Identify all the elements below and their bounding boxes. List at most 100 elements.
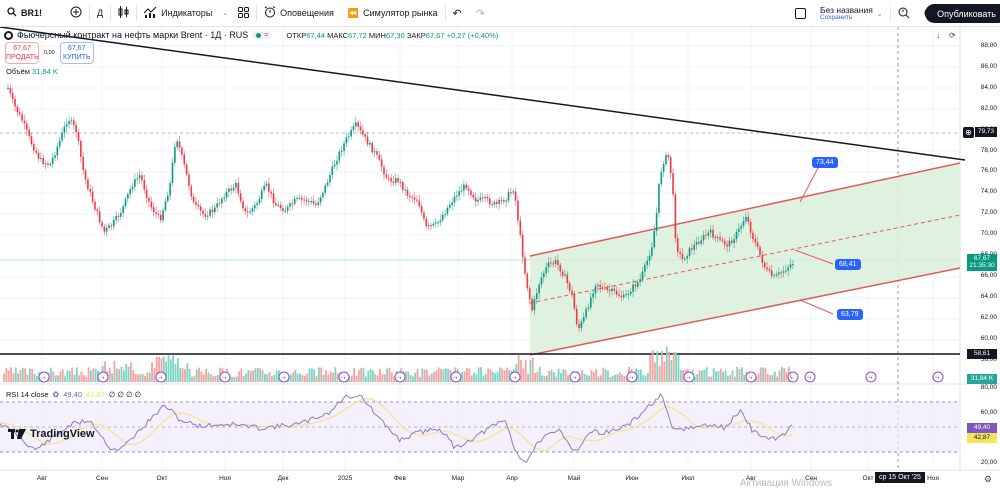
buy-label: КУПИТЬ — [62, 53, 91, 61]
open-label: ОТКР — [286, 30, 307, 40]
layouts-button[interactable] — [231, 0, 256, 27]
publish-button[interactable]: Опубликовать — [925, 4, 1000, 23]
rsi-settings-icon[interactable]: ✿ — [52, 390, 60, 399]
trendline-resistance — [0, 27, 966, 161]
svg-text:⇢: ⇢ — [41, 376, 46, 382]
tradingview-logo[interactable]: TradingView — [8, 428, 95, 440]
redo-icon: ↷ — [475, 7, 485, 20]
rsi-tick: 60,00 — [980, 409, 997, 416]
channel-upper-line — [529, 162, 961, 257]
buy-button[interactable]: 67,67 КУПИТЬ — [59, 42, 94, 64]
high-label: МАКС — [327, 30, 349, 40]
time-tick: Июл — [681, 475, 695, 482]
symbol-title[interactable]: Фьючерсный контракт на нефть марки Brent… — [17, 30, 249, 40]
price-tick: 58,00 — [980, 355, 997, 363]
channel-lower-callout[interactable]: 63,79 — [837, 309, 863, 320]
axis-settings-icon[interactable]: ⚙ — [983, 474, 992, 484]
price-tick: 64,00 — [980, 292, 997, 300]
layout-checkbox[interactable] — [788, 0, 813, 27]
indicators-label: Индикаторы — [161, 8, 213, 18]
svg-text:⇢: ⇢ — [807, 376, 812, 382]
time-tick: Июн — [625, 475, 639, 482]
change-value: +0,27 (+0,40%) — [446, 30, 499, 40]
divider — [89, 5, 91, 21]
compare-button[interactable] — [63, 0, 89, 27]
svg-text:⇢: ⇢ — [512, 376, 517, 382]
spread-value: 0,00 — [44, 50, 55, 56]
equals-icon: = — [264, 31, 269, 39]
quick-search-button[interactable] — [891, 0, 917, 27]
alerts-button[interactable]: Оповещения — [257, 0, 341, 27]
callout-pointer-middle — [794, 249, 834, 265]
ohlc-values: ОТКР67,44 МАКС67,72 МИН67,30 ЗАКР67,67 +… — [286, 31, 498, 40]
crosshair-date-label: ср 15 Окт '25 — [875, 472, 925, 483]
divider — [444, 5, 446, 21]
undo-button[interactable]: ↶ — [446, 0, 469, 27]
sell-price: 67,67 — [13, 45, 31, 52]
tradingview-logo-icon — [8, 429, 26, 439]
divider — [110, 5, 112, 21]
rsi-legend[interactable]: RSI 14 close ✿ 49,40 42,87 ∅ ∅ ∅ ∅ — [6, 390, 141, 399]
rsi-ma-value: 42,87 — [86, 390, 105, 399]
price-tick: 70,00 — [980, 230, 997, 238]
add-alert-icon[interactable]: ⊕ — [963, 127, 974, 138]
price-tick: 82,00 — [980, 104, 997, 112]
sell-label: ПРОДАТЬ — [6, 53, 39, 61]
time-tick: Мар — [451, 475, 465, 482]
open-value: 67,44 — [306, 30, 325, 40]
price-tick: 62,00 — [980, 313, 997, 321]
alerts-label: Оповещения — [280, 8, 334, 18]
indicators-dropdown[interactable]: ⌄ — [219, 0, 231, 27]
tradingview-logo-text: TradingView — [30, 428, 95, 440]
price-chart-canvas[interactable]: ⇢ ⇢ ⇢ ⇢ ⇢ ⇢ ⇢ ⇢ ⇢ ⇢ ⇢ ⇢ ⇢ ϟ ⇢ ⇢ ⇢ ↓ ⟳ — [0, 27, 1000, 488]
line-58-tag: 58,61 — [967, 349, 997, 359]
plus-circle-icon — [70, 6, 82, 20]
layout-name: Без названия — [820, 4, 873, 15]
volume-legend[interactable]: Объём 31,84 K — [6, 67, 58, 76]
save-link[interactable]: Сохранить — [820, 14, 853, 21]
low-label: МИН — [368, 30, 386, 40]
channel-middle-callout[interactable]: 68,41 — [835, 259, 861, 270]
search-icon — [7, 7, 17, 19]
buy-price: 67,67 — [67, 45, 86, 52]
time-tick: Апр — [506, 475, 518, 482]
market-open-dot-icon — [256, 32, 262, 38]
replay-button[interactable]: ⏪ Симулятор рынка — [341, 0, 445, 27]
time-tick: Фев — [393, 475, 407, 482]
indicators-button[interactable]: Индикаторы — [137, 0, 219, 27]
layout-name-button[interactable]: Без названия Сохранить ⌄ — [813, 0, 890, 27]
svg-text:⇢: ⇢ — [100, 376, 105, 382]
svg-text:⇢: ⇢ — [572, 376, 577, 382]
rsi-tick: 20,00 — [980, 459, 997, 466]
channel-upper-callout[interactable]: 73,44 — [812, 157, 838, 168]
svg-text:⇢: ⇢ — [629, 376, 634, 382]
price-tick: 74,00 — [980, 188, 997, 196]
time-tick: Окт — [156, 475, 168, 482]
sell-button[interactable]: 67,67 ПРОДАТЬ — [5, 42, 39, 64]
rsi-tag: 49,40 — [967, 423, 997, 433]
symbol-search[interactable]: BR1! — [0, 0, 49, 27]
refresh-icon: ⟳ — [949, 31, 956, 40]
high-value: 67,72 — [348, 30, 367, 40]
volume-label: Объём — [6, 67, 30, 76]
volume-value: 31,84 K — [32, 67, 58, 76]
chart-type-button[interactable] — [111, 0, 136, 27]
time-tick: Окт — [862, 475, 874, 482]
last-price-tag: 67,67 21:35:30 — [967, 254, 997, 271]
interval-button[interactable]: Д — [90, 0, 110, 27]
callout-pointer-lower — [799, 299, 834, 315]
svg-text:⇢: ⇢ — [222, 376, 227, 382]
redo-button[interactable]: ↷ — [469, 0, 492, 27]
bar-countdown: 21:35:30 — [969, 262, 995, 270]
rsi-extra-values: ∅ ∅ ∅ ∅ — [108, 390, 142, 399]
candlestick-series — [7, 83, 794, 333]
symbol-label: BR1! — [21, 8, 43, 18]
chevron-down-icon: ⌄ — [876, 10, 883, 18]
status-pill[interactable]: = — [252, 31, 273, 39]
price-tick: 60,00 — [980, 334, 997, 342]
interval-label: Д — [97, 8, 104, 18]
time-tick: 2025 — [337, 475, 353, 482]
rsi-ma-line — [0, 398, 793, 452]
alarm-clock-icon — [264, 6, 276, 20]
candles-icon — [118, 6, 129, 20]
